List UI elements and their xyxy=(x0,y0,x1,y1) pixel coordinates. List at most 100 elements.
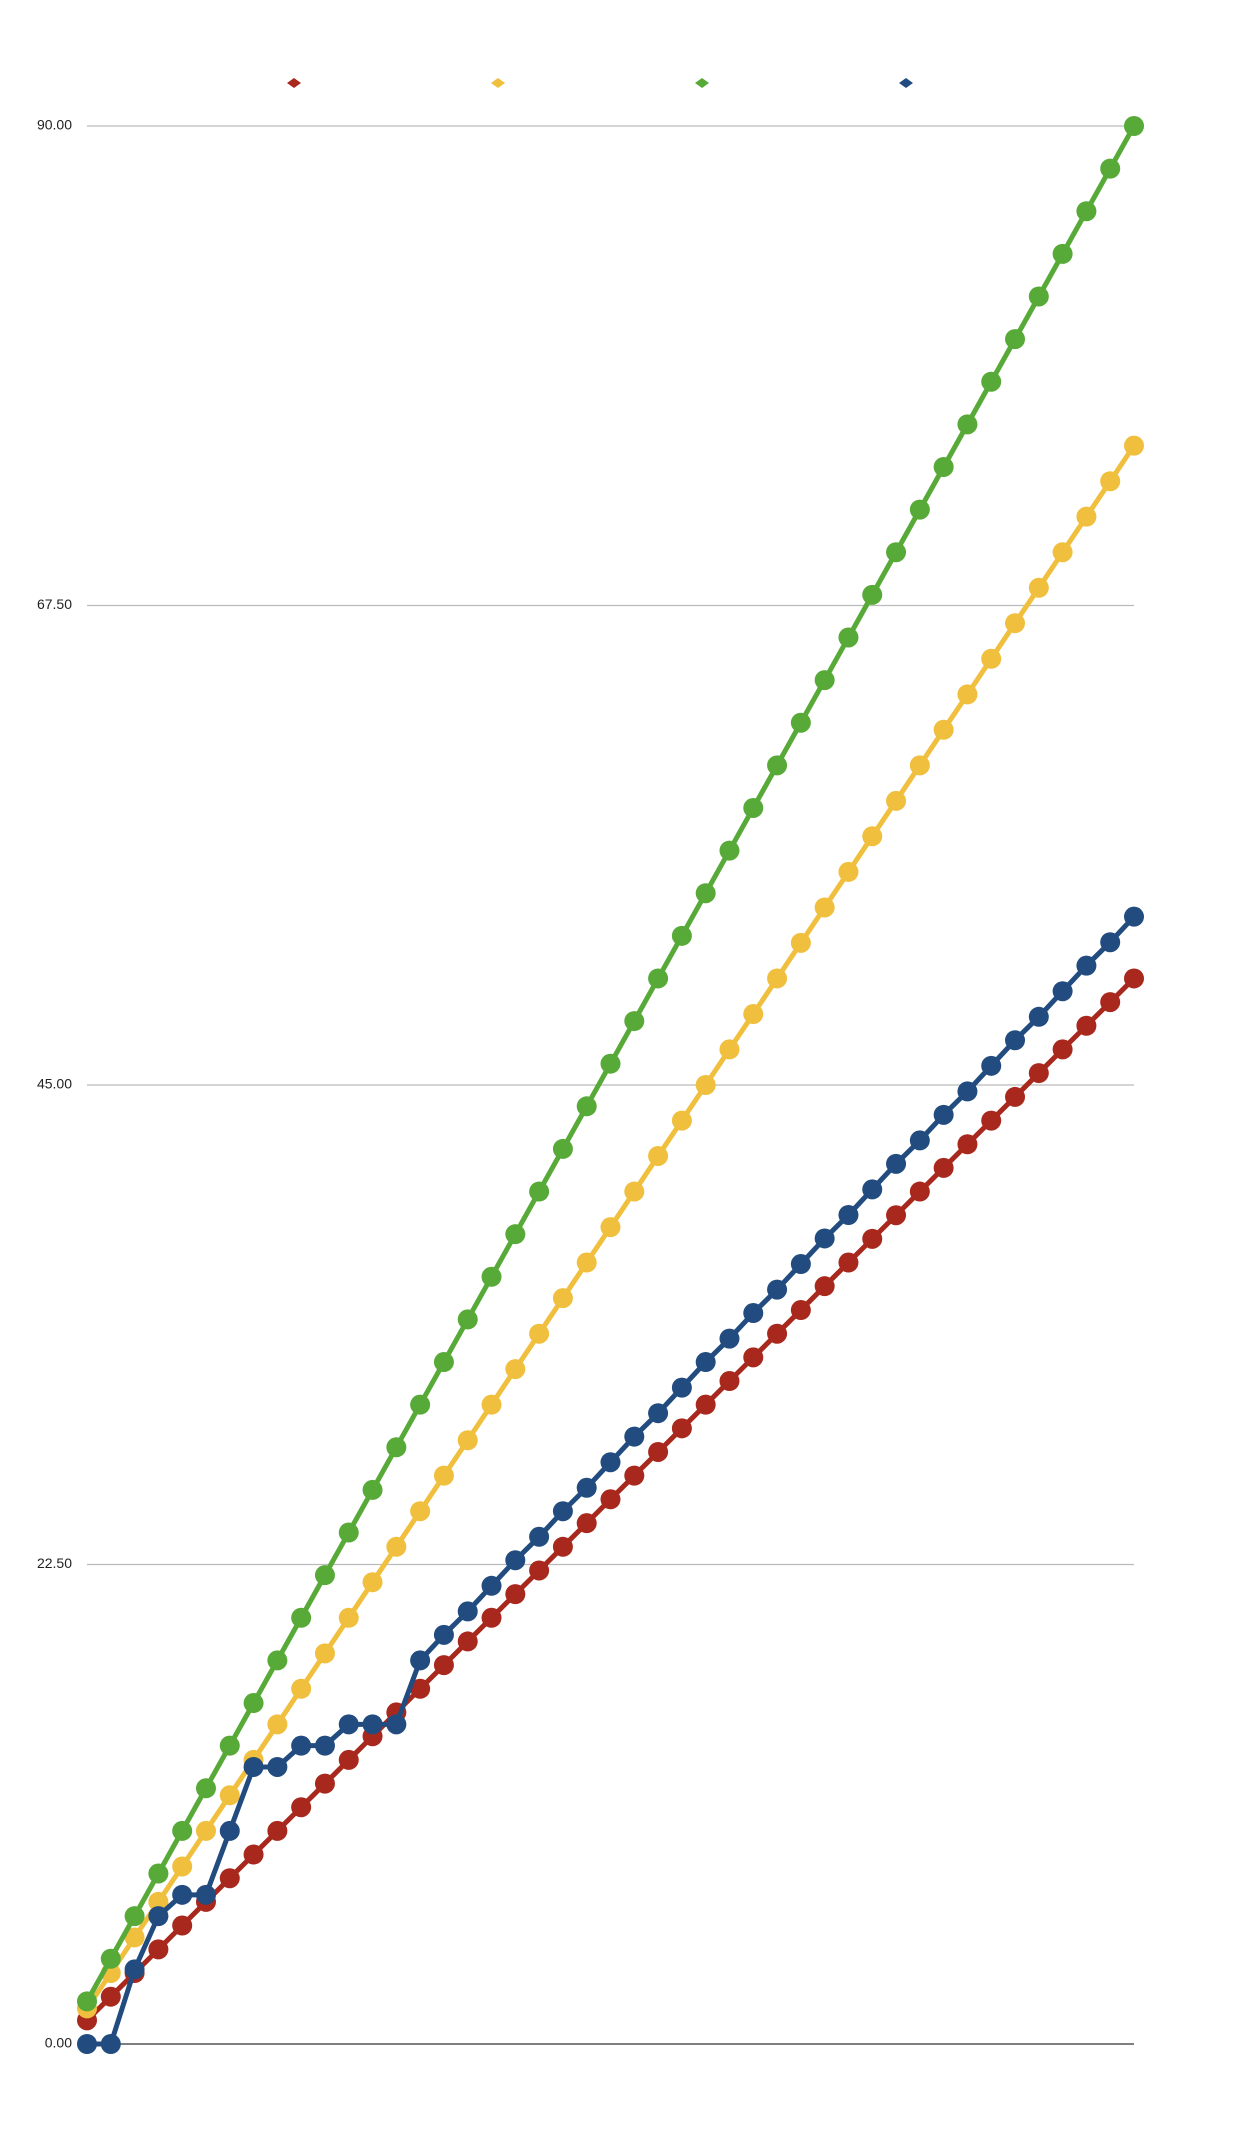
data-point xyxy=(767,755,788,776)
data-point xyxy=(814,1276,835,1297)
data-point xyxy=(338,1749,359,1770)
data-point xyxy=(314,1643,335,1664)
data-point xyxy=(124,1927,145,1948)
data-point xyxy=(886,790,907,811)
data-point xyxy=(838,861,859,882)
data-point xyxy=(957,1081,978,1102)
data-point xyxy=(576,1096,597,1117)
data-point xyxy=(957,1134,978,1155)
data-point xyxy=(767,968,788,989)
data-point xyxy=(243,1693,264,1714)
data-point xyxy=(933,1104,954,1125)
data-point xyxy=(743,1347,764,1368)
data-point xyxy=(552,1501,573,1522)
data-point xyxy=(886,542,907,563)
data-point xyxy=(862,1179,883,1200)
data-point xyxy=(1100,158,1121,179)
data-point xyxy=(77,1991,97,2012)
data-point xyxy=(600,1053,621,1074)
data-point xyxy=(552,1536,573,1557)
data-point xyxy=(957,684,978,705)
data-point xyxy=(671,1377,692,1398)
data-point xyxy=(505,1224,526,1245)
data-point xyxy=(148,1891,169,1912)
data-point xyxy=(481,1607,502,1628)
data-point xyxy=(267,1756,288,1777)
data-point xyxy=(1100,992,1121,1013)
data-point xyxy=(314,1735,335,1756)
legend-marker xyxy=(287,78,301,88)
data-point xyxy=(124,1906,145,1927)
data-point xyxy=(1028,1006,1049,1027)
data-point xyxy=(338,1607,359,1628)
data-point xyxy=(410,1678,431,1699)
data-point xyxy=(77,2034,97,2054)
data-point xyxy=(100,1986,121,2007)
data-point xyxy=(790,932,811,953)
data-point xyxy=(790,1300,811,1321)
data-point xyxy=(505,1359,526,1380)
y-tick-label: 67.50 xyxy=(37,596,72,612)
data-point xyxy=(743,1004,764,1025)
data-point xyxy=(481,1575,502,1596)
data-point xyxy=(743,1303,764,1324)
data-point xyxy=(124,1959,145,1980)
data-point xyxy=(314,1773,335,1794)
data-point xyxy=(386,1536,407,1557)
data-point xyxy=(386,1437,407,1458)
data-point xyxy=(457,1601,478,1622)
data-point xyxy=(457,1309,478,1330)
data-point xyxy=(933,1157,954,1178)
data-point xyxy=(909,1130,930,1151)
data-point xyxy=(671,1418,692,1439)
data-point xyxy=(505,1584,526,1605)
data-point xyxy=(148,1863,169,1884)
data-point xyxy=(172,1820,193,1841)
data-point xyxy=(219,1735,240,1756)
data-point xyxy=(219,1785,240,1806)
data-point xyxy=(981,648,1002,669)
data-point xyxy=(909,1181,930,1202)
data-point xyxy=(338,1714,359,1735)
data-point xyxy=(529,1323,550,1344)
data-point xyxy=(576,1513,597,1534)
y-tick-label: 0.00 xyxy=(45,2035,72,2051)
data-point xyxy=(1076,955,1097,976)
data-point xyxy=(600,1489,621,1510)
data-point xyxy=(981,371,1002,392)
data-point xyxy=(862,1228,883,1249)
data-point xyxy=(291,1797,312,1818)
data-point xyxy=(671,925,692,946)
data-point xyxy=(600,1452,621,1473)
data-point xyxy=(267,1820,288,1841)
data-point xyxy=(552,1138,573,1159)
data-point xyxy=(1005,329,1026,350)
data-point xyxy=(790,1254,811,1275)
data-point xyxy=(1052,981,1073,1002)
data-point xyxy=(767,1323,788,1344)
data-point xyxy=(600,1217,621,1238)
data-point xyxy=(1100,471,1121,492)
data-point xyxy=(838,1252,859,1273)
series-line xyxy=(87,914,1136,2047)
data-point xyxy=(1005,1030,1026,1051)
data-point xyxy=(1124,116,1144,136)
data-point xyxy=(1124,906,1144,927)
data-point xyxy=(481,1394,502,1415)
data-point xyxy=(576,1477,597,1498)
data-point xyxy=(957,414,978,435)
data-point xyxy=(291,1735,312,1756)
data-point xyxy=(576,1252,597,1273)
data-point xyxy=(1124,968,1144,989)
data-point xyxy=(267,1650,288,1671)
data-point xyxy=(695,883,716,904)
data-point xyxy=(433,1624,454,1645)
data-point xyxy=(1005,613,1026,634)
data-point xyxy=(624,1465,645,1486)
data-point xyxy=(886,1205,907,1226)
data-point xyxy=(862,826,883,847)
data-point xyxy=(814,1228,835,1249)
data-point xyxy=(195,1820,216,1841)
data-point xyxy=(1100,932,1121,953)
